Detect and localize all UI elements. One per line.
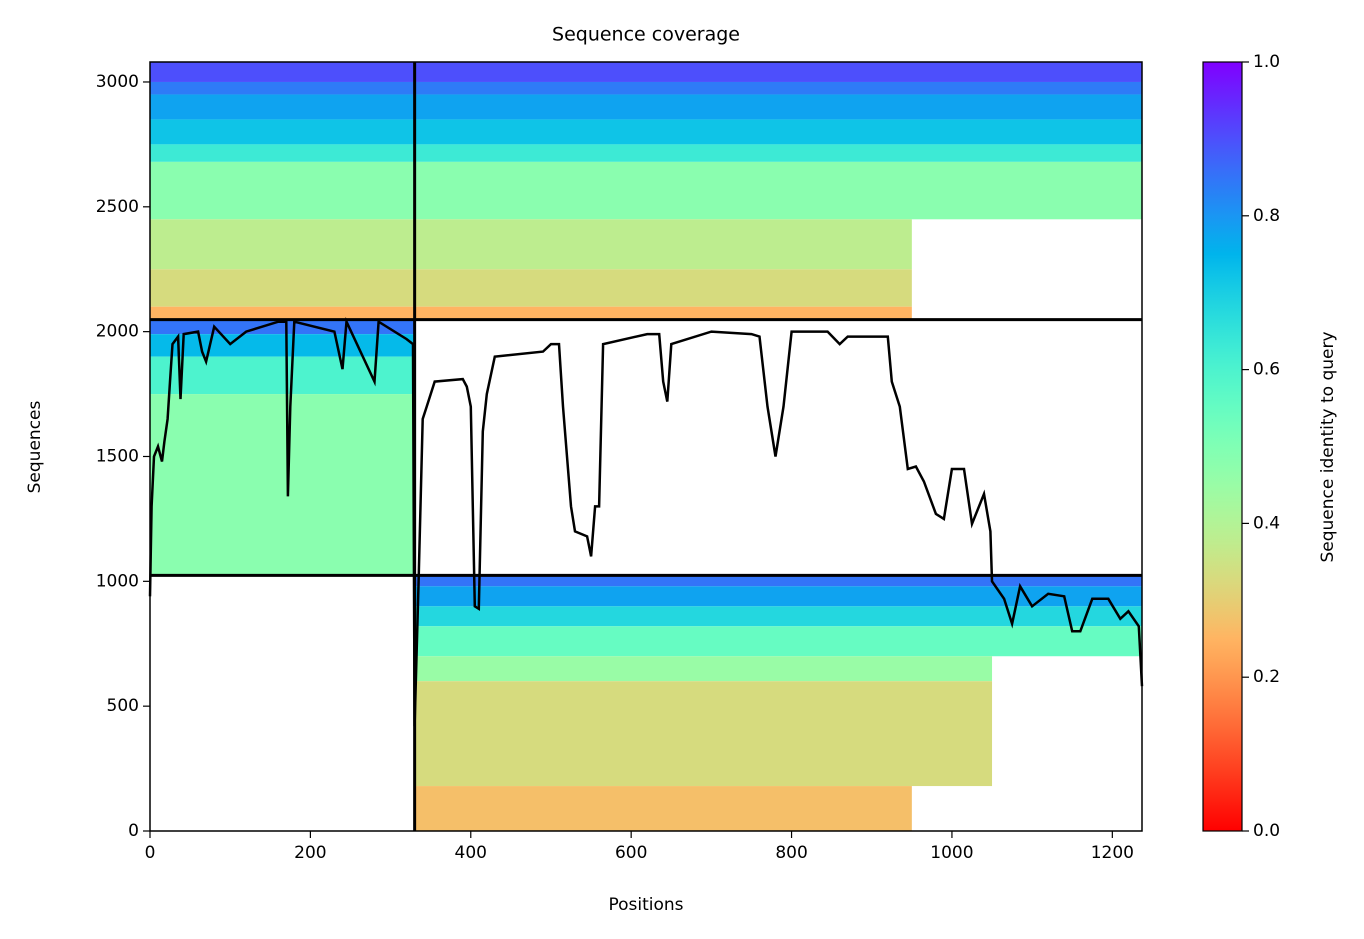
colorbar	[1202, 61, 1243, 832]
colorbar-tick-label: 0.2	[1253, 667, 1280, 687]
coverage-block	[150, 94, 1142, 120]
y-tick-label: 500	[107, 696, 139, 716]
y-tick-label: 1500	[96, 446, 139, 466]
chart-title: Sequence coverage	[552, 24, 740, 46]
coverage-line	[148, 316, 1144, 727]
coverage-block	[414, 786, 912, 831]
coverage-block	[414, 606, 1142, 627]
colorbar-tick-label: 0.8	[1253, 206, 1280, 226]
y-tick-label: 2500	[96, 197, 139, 217]
x-tick-label: 1000	[930, 843, 973, 863]
colorbar-tick-label: 0.6	[1253, 360, 1280, 380]
plot-frame	[149, 61, 1143, 832]
coverage-block	[150, 269, 912, 307]
y-tick-label: 1000	[96, 571, 139, 591]
colorbar-tick-label: 0.0	[1253, 821, 1280, 841]
coverage-block	[414, 586, 1142, 607]
x-tick-label: 0	[145, 843, 156, 863]
coverage-block	[150, 161, 1142, 220]
coverage-block	[150, 306, 912, 320]
y-axis-label: Sequences	[25, 401, 45, 494]
x-tick-label: 1200	[1091, 843, 1134, 863]
x-axis-label: Positions	[608, 895, 683, 915]
y-tick-label: 0	[128, 821, 139, 841]
coverage-block	[150, 334, 415, 357]
x-tick-label: 600	[615, 843, 647, 863]
colorbar-tick-label: 0.4	[1253, 513, 1280, 533]
y-tick-label: 2000	[96, 322, 139, 342]
coverage-block	[414, 656, 993, 682]
colorbar-tick-label: 1.0	[1253, 52, 1280, 72]
colorbar-label: Sequence identity to query	[1318, 331, 1338, 562]
y-tick-label: 3000	[96, 72, 139, 92]
coverage-block	[150, 62, 1142, 82]
coverage-block	[150, 119, 1142, 145]
coverage-block	[150, 219, 912, 270]
coverage-block	[414, 626, 1142, 657]
x-tick-label: 200	[294, 843, 326, 863]
coverage-block	[150, 394, 415, 576]
x-tick-label: 400	[455, 843, 487, 863]
coverage-block	[414, 681, 993, 787]
coverage-block	[150, 81, 1142, 95]
x-tick-label: 800	[775, 843, 807, 863]
coverage-block	[414, 575, 1142, 587]
coverage-block	[150, 144, 1142, 162]
